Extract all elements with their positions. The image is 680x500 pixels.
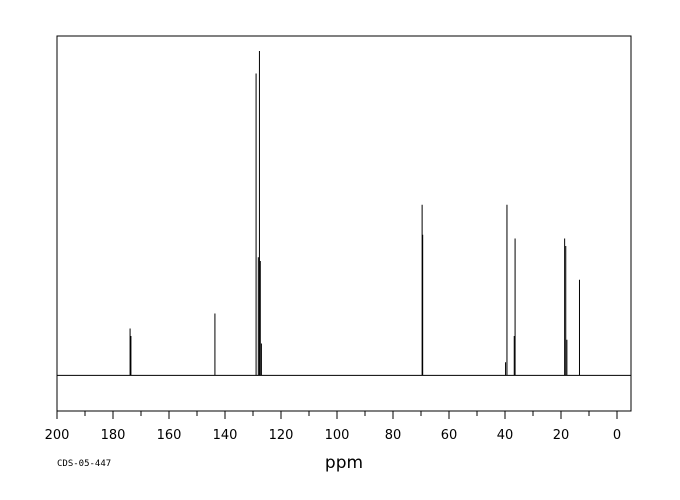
x-tick-label-200: 200 <box>45 428 70 443</box>
spectrum-peaks <box>129 51 580 376</box>
x-tick-label-0: 0 <box>613 428 621 443</box>
x-tick-label-120: 120 <box>269 428 294 443</box>
x-axis-label: ppm <box>325 453 363 473</box>
plot-frame <box>56 35 632 412</box>
x-axis-tick-labels: 200 180 160 140 120 100 80 60 40 20 0 <box>45 428 622 443</box>
sample-code-label: CDS-05-447 <box>57 459 111 469</box>
x-tick-label-40: 40 <box>497 428 514 443</box>
x-tick-label-140: 140 <box>213 428 238 443</box>
x-tick-label-160: 160 <box>157 428 182 443</box>
x-tick-label-20: 20 <box>553 428 570 443</box>
x-tick-label-60: 60 <box>441 428 458 443</box>
x-tick-label-100: 100 <box>325 428 350 443</box>
x-axis-ticks <box>56 411 618 419</box>
x-tick-label-180: 180 <box>101 428 126 443</box>
x-tick-label-80: 80 <box>385 428 402 443</box>
